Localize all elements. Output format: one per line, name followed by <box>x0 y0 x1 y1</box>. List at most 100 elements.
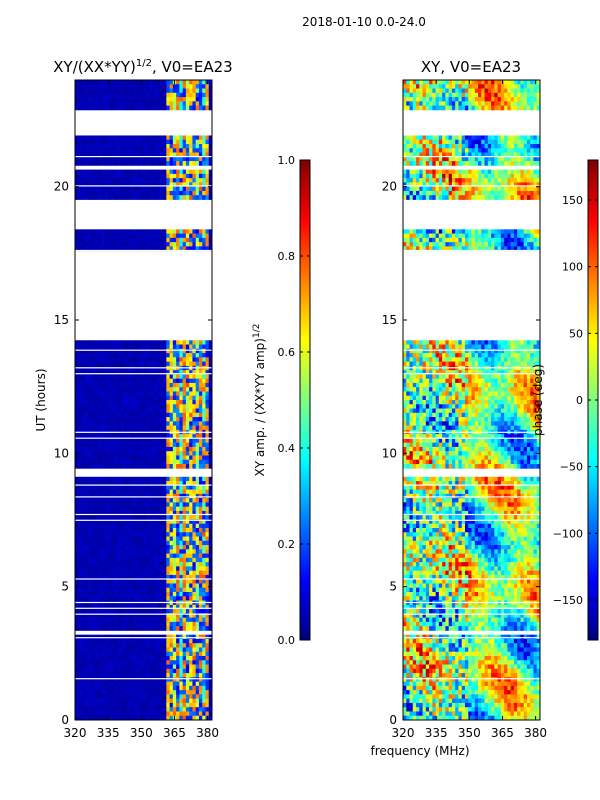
heatmap-cell <box>78 685 82 691</box>
heatmap-cell <box>91 677 95 682</box>
heatmap-cell <box>182 549 187 554</box>
heatmap-cell <box>104 178 109 183</box>
heatmap-cell <box>195 515 200 520</box>
heatmap-cell <box>153 237 157 243</box>
heatmap-cell <box>169 178 174 183</box>
heatmap-cell <box>133 412 138 418</box>
heatmap-cell <box>189 152 193 158</box>
heatmap-cell <box>143 621 148 627</box>
heatmap-cell <box>114 519 118 525</box>
heatmap-cell <box>101 400 105 405</box>
heatmap-cell <box>153 493 157 499</box>
heatmap-cell <box>84 408 89 414</box>
heatmap-cell <box>455 88 459 94</box>
heatmap-cell <box>130 464 135 469</box>
heatmap-cell <box>97 493 102 499</box>
heatmap-cell <box>208 242 212 247</box>
heatmap-cell <box>91 370 95 375</box>
heatmap-cell <box>169 357 174 362</box>
heatmap-cell <box>179 242 184 247</box>
heatmap-cell <box>189 233 193 239</box>
heatmap-cell <box>114 664 118 670</box>
heatmap-cell <box>110 660 115 665</box>
heatmap-cell <box>130 711 135 717</box>
heatmap-cell <box>97 476 102 482</box>
heatmap-cell <box>104 694 109 700</box>
heatmap-cell <box>114 690 118 695</box>
heatmap-cell <box>91 498 95 503</box>
heatmap-cell <box>208 357 212 362</box>
heatmap-cell <box>153 711 157 717</box>
heatmap-cell <box>172 246 177 252</box>
heatmap-cell <box>107 626 112 631</box>
heatmap-cell <box>75 523 79 529</box>
heatmap-cell <box>153 643 157 648</box>
heatmap-cell <box>120 451 125 456</box>
heatmap-cell <box>159 476 164 482</box>
heatmap-cell <box>195 237 200 243</box>
heatmap-cell <box>114 229 118 234</box>
heatmap-cell <box>88 395 92 401</box>
heatmap-cell <box>185 506 190 512</box>
heatmap-cell <box>107 481 112 486</box>
heatmap-cell <box>208 459 212 465</box>
heatmap-cell <box>97 361 102 367</box>
heatmap-cell <box>182 190 187 196</box>
heatmap-cell <box>130 638 135 644</box>
heatmap-cell <box>101 378 105 384</box>
heatmap-cell <box>91 651 95 657</box>
heatmap-cell <box>84 421 89 426</box>
heatmap-cell <box>153 557 157 563</box>
heatmap-cell <box>117 417 122 422</box>
heatmap-cell <box>159 668 164 674</box>
heatmap-cell <box>176 562 180 567</box>
heatmap-cell <box>176 570 180 576</box>
heatmap-cell <box>208 186 212 192</box>
heatmap-cell <box>91 391 95 397</box>
heatmap-cell <box>81 566 86 572</box>
heatmap-cell <box>133 609 138 614</box>
heatmap-cell <box>484 92 489 98</box>
heatmap-cell <box>117 656 122 661</box>
heatmap-cell <box>166 485 170 490</box>
heatmap-cell <box>101 395 105 401</box>
heatmap-cell <box>146 476 151 482</box>
heatmap-cell <box>179 378 184 384</box>
heatmap-cell <box>127 370 131 375</box>
heatmap-cell <box>166 609 170 614</box>
heatmap-cell <box>166 528 170 533</box>
heatmap-cell <box>130 190 135 196</box>
heatmap-cell <box>150 485 154 490</box>
heatmap-cell <box>117 195 122 200</box>
heatmap-cell <box>500 88 505 94</box>
heatmap-cell <box>127 417 131 422</box>
heatmap-cell <box>94 510 99 516</box>
heatmap-cell <box>136 651 141 657</box>
heatmap-cell <box>205 596 210 601</box>
heatmap-cell <box>159 178 164 183</box>
heatmap-cell <box>117 528 122 533</box>
heatmap-cell <box>117 451 122 456</box>
heatmap-cell <box>130 135 135 141</box>
heatmap-cell <box>110 609 115 614</box>
heatmap-cell <box>104 634 109 640</box>
heatmap-cell <box>189 690 193 695</box>
heatmap-cell <box>205 382 210 388</box>
heatmap-cell <box>163 395 167 401</box>
heatmap-cell <box>123 340 128 345</box>
heatmap-cell <box>84 412 89 418</box>
heatmap-cell <box>169 340 174 345</box>
heatmap-cell <box>91 587 95 593</box>
heatmap-cell <box>133 101 138 106</box>
heatmap-cell <box>208 621 212 627</box>
heatmap-cell <box>189 536 193 542</box>
heatmap-cell <box>159 417 164 422</box>
heatmap-cell <box>127 532 131 537</box>
heatmap-cell <box>172 361 177 367</box>
heatmap-cell <box>189 510 193 516</box>
heatmap-cell <box>169 378 174 384</box>
heatmap-cell <box>169 88 174 94</box>
heatmap-cell <box>84 361 89 367</box>
heatmap-cell <box>153 673 157 678</box>
heatmap-cell <box>136 545 141 550</box>
